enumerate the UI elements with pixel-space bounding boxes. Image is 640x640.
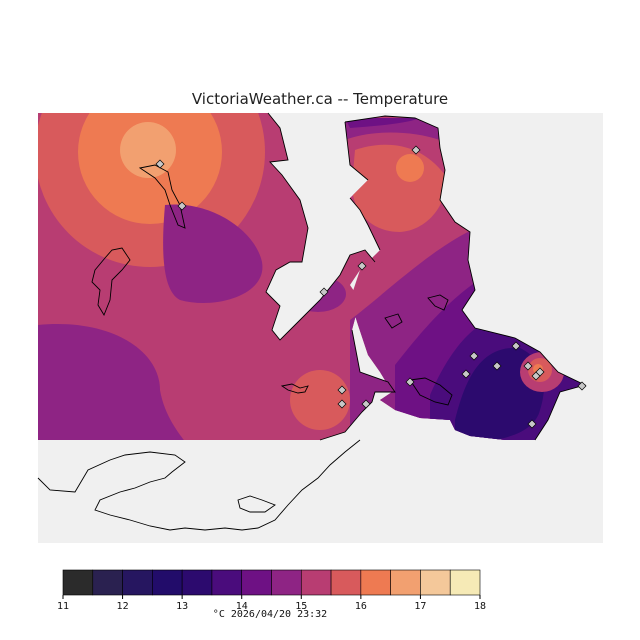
coastline (37, 112, 587, 531)
legend-swatch (92, 569, 123, 596)
legend-tick-label: 11 (57, 601, 69, 612)
legend-swatch (300, 569, 332, 596)
legend-tick-label: 14 (236, 601, 248, 612)
legend-swatch (122, 569, 153, 596)
station-marker[interactable] (511, 341, 521, 351)
temperature-legend: 11 12 13 14 15 16 17 18 (57, 569, 486, 612)
legend-tick-label: 13 (176, 601, 188, 612)
legend-swatch (62, 569, 94, 596)
station-marker[interactable] (492, 361, 502, 371)
station-marker[interactable] (461, 369, 471, 379)
station-marker[interactable] (337, 399, 347, 409)
legend-caption: °C 2026/04/20 23:32 (212, 609, 328, 620)
legend-tick-label: 15 (295, 601, 307, 612)
legend-tick-label: 17 (414, 601, 426, 612)
legend-swatch (271, 569, 302, 596)
station-marker[interactable] (357, 261, 367, 271)
legend-swatch (181, 569, 213, 596)
legend-swatch (420, 569, 451, 596)
station-marker[interactable] (577, 381, 587, 391)
legend-tick-label: 12 (117, 601, 129, 612)
station-markers (155, 145, 587, 429)
station-marker[interactable] (469, 351, 479, 361)
legend-swatch (449, 569, 481, 596)
station-marker[interactable] (361, 399, 371, 409)
station-marker[interactable] (535, 367, 545, 377)
legend-swatch (211, 569, 243, 596)
legend-tick-label: 18 (474, 601, 486, 612)
legend-tick-label: 16 (355, 601, 367, 612)
station-marker[interactable] (411, 145, 421, 155)
station-marker[interactable] (405, 377, 415, 387)
legend-swatch (360, 569, 391, 596)
legend-swatch (152, 569, 183, 596)
legend-swatch (390, 569, 421, 596)
station-marker[interactable] (155, 159, 165, 169)
station-marker[interactable] (523, 361, 533, 371)
legend-swatch (330, 569, 362, 596)
station-marker[interactable] (319, 287, 329, 297)
legend-swatch (241, 569, 272, 596)
station-marker[interactable] (527, 419, 537, 429)
map-title: VictoriaWeather.ca -- Temperature (191, 90, 449, 108)
station-marker[interactable] (177, 201, 187, 211)
station-marker[interactable] (337, 385, 347, 395)
